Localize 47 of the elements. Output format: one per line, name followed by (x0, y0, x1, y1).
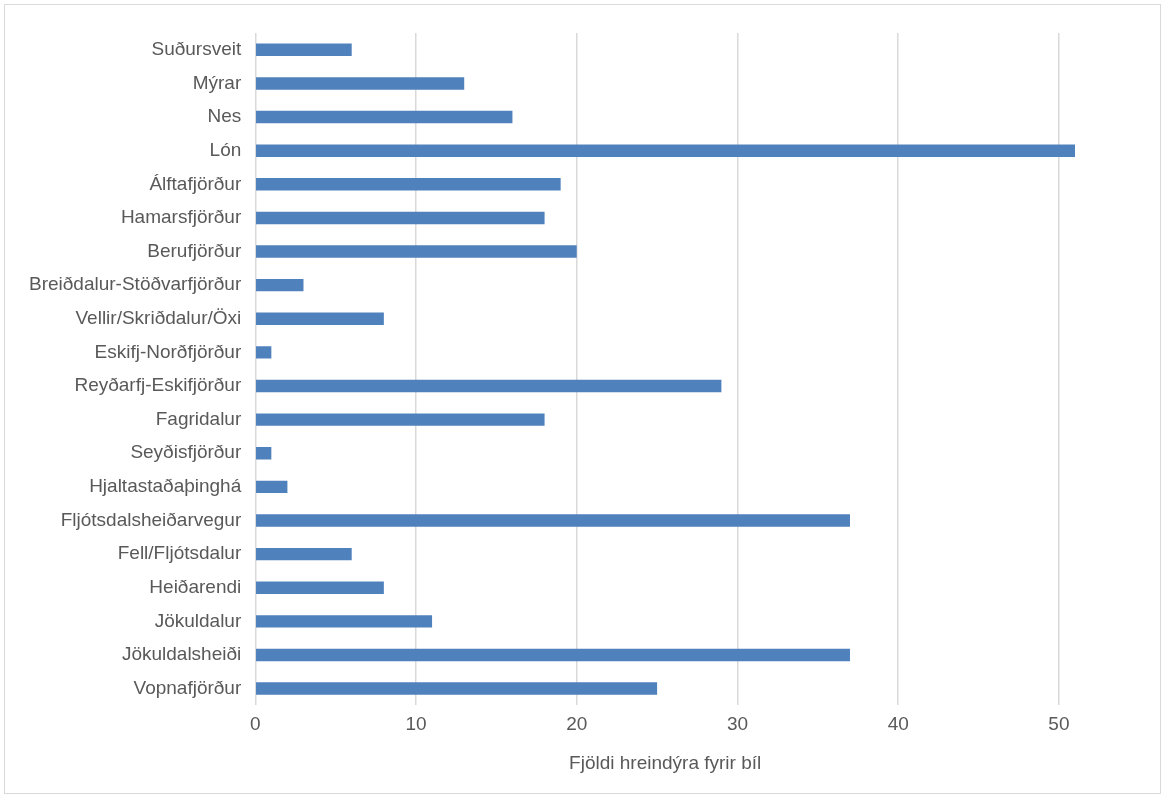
bar (256, 43, 352, 57)
y-tick-label: Hamarsfjörður (120, 206, 242, 228)
y-tick-label: Jökuldalur (154, 609, 242, 631)
y-tick-label: Nes (207, 105, 242, 127)
bar (256, 547, 352, 561)
bar (256, 211, 545, 225)
y-tick-label: Vellir/Skriðdalur/Öxi (75, 307, 242, 328)
y-tick-label: Reyðarfj-Eskifjörður (74, 374, 242, 396)
x-tick-label: 0 (249, 713, 261, 735)
bar (256, 312, 384, 325)
y-tick-label: Fagridalur (155, 407, 242, 429)
bar (256, 77, 465, 90)
y-tick-label: Lón (209, 138, 242, 160)
bar (256, 648, 850, 662)
y-tick-label: Seyðisfjörður (130, 441, 242, 463)
y-tick-label: Jökuldalsheiði (121, 643, 242, 665)
bar (256, 379, 722, 393)
x-axis-title: Fjöldi hreindýra fyrir bíl (569, 751, 762, 773)
y-tick-label: Hjaltastaðaþinghá (89, 475, 242, 497)
y-tick-label: Fljótsdalsheiðarvegur (60, 508, 242, 530)
y-tick-label: Suðursveit (151, 38, 242, 60)
y-tick-label: Eskifj-Norðfjörður (94, 340, 242, 362)
x-tick-label: 50 (1048, 713, 1070, 735)
bar (256, 480, 288, 494)
bar (256, 615, 433, 628)
bar (256, 682, 658, 695)
y-tick-label: Fell/Fljótsdalur (117, 542, 242, 564)
y-tick-label: Mýrar (192, 71, 242, 93)
bar (256, 110, 513, 124)
bar (256, 245, 577, 258)
y-tick-label: Heiðarendi (149, 575, 242, 597)
bar (256, 178, 561, 191)
x-tick-label: 20 (566, 713, 588, 735)
y-tick-label: Vopnafjörður (133, 676, 242, 698)
bar (256, 514, 850, 527)
y-tick-label: Álftafjörður (149, 172, 242, 194)
bar (256, 447, 272, 460)
x-tick-label: 30 (726, 713, 749, 735)
x-tick-label: 10 (405, 713, 427, 735)
bar (256, 581, 384, 594)
y-tick-label: Berufjörður (147, 239, 242, 261)
bar (256, 278, 304, 292)
bar (256, 144, 1075, 157)
y-tick-label: Breiðdalur-Stöðvarfjörður (29, 273, 242, 295)
bar (256, 413, 545, 426)
bar (256, 346, 272, 359)
x-tick-label: 40 (887, 713, 909, 735)
